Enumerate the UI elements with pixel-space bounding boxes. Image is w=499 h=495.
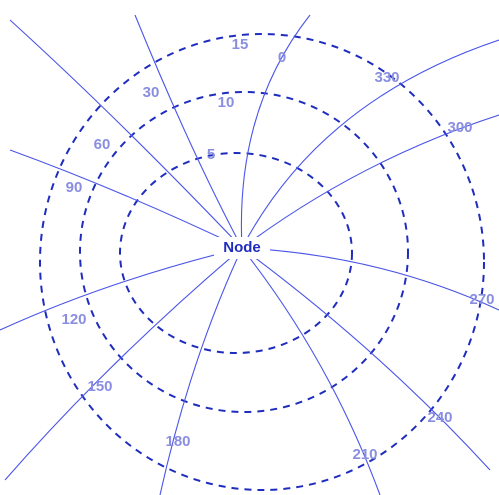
spoke — [0, 247, 243, 331]
spoke-label: 0 — [278, 49, 286, 66]
spoke — [159, 247, 243, 495]
spoke-labels: 0 30 60 90 120 150 180 210 240 270 300 3… — [61, 49, 494, 463]
spoke — [240, 14, 311, 249]
node-background — [214, 237, 270, 259]
spoke-label: 60 — [94, 136, 111, 153]
ring-label: 10 — [218, 94, 235, 111]
spoke-label: 30 — [143, 84, 160, 101]
spoke — [134, 14, 243, 249]
spoke — [241, 114, 499, 249]
ring — [39, 33, 485, 491]
spoke — [9, 19, 243, 249]
spoke-label: 180 — [165, 433, 190, 450]
ring — [79, 91, 409, 413]
ring-label: 15 — [232, 36, 249, 53]
spoke-label: 210 — [352, 446, 377, 463]
spoke — [4, 247, 243, 481]
spokes — [0, 14, 499, 495]
spoke — [241, 247, 499, 311]
spoke-label: 150 — [87, 378, 112, 395]
ring-label: 5 — [207, 146, 215, 163]
spoke-label: 300 — [447, 119, 472, 136]
spoke — [241, 247, 381, 495]
node-label: Node — [223, 239, 261, 256]
ring-labels: 5 10 15 — [207, 36, 249, 163]
spoke-label: 330 — [374, 69, 399, 86]
ring — [119, 152, 353, 354]
spoke-label: 120 — [61, 311, 86, 328]
spoke-label: 90 — [66, 179, 83, 196]
spoke — [241, 247, 491, 471]
spoke-label: 240 — [427, 409, 452, 426]
spoke-label: 270 — [469, 291, 494, 308]
spoke — [9, 149, 243, 249]
spoke — [241, 39, 499, 249]
rings — [39, 33, 485, 491]
